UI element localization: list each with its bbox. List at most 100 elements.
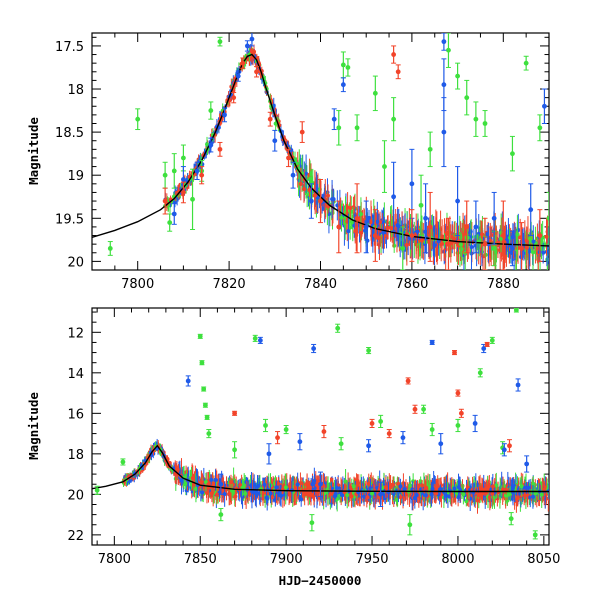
data-point <box>318 179 323 224</box>
data-point <box>249 33 255 47</box>
bottom-y-tick-label: 14 <box>67 367 84 382</box>
background-point <box>193 475 198 503</box>
data-point <box>321 424 327 439</box>
data-point <box>506 439 512 453</box>
data-point <box>162 161 168 189</box>
background-point <box>287 486 292 504</box>
data-point <box>532 530 538 540</box>
data-point <box>290 161 296 189</box>
data-point <box>336 200 342 254</box>
bottom-y-tick-label: 18 <box>67 448 84 463</box>
model-curve <box>92 444 549 493</box>
bottom-y-tick-label: 12 <box>67 326 84 341</box>
data-point <box>218 508 224 522</box>
background-point <box>353 223 358 239</box>
data-point <box>513 308 519 313</box>
data-point <box>340 51 346 79</box>
top-y-tick-labels: 17.5 18 18.5 19 19.5 20 <box>55 40 84 270</box>
background-point <box>501 476 506 502</box>
data-point <box>217 36 223 47</box>
data-point <box>354 114 360 142</box>
data-point <box>171 203 177 225</box>
background-point <box>215 485 220 504</box>
data-point <box>412 404 418 414</box>
data-point <box>283 424 289 435</box>
data-point <box>369 418 375 429</box>
data-point <box>473 200 479 254</box>
background-point <box>302 176 307 202</box>
data-point <box>162 187 168 215</box>
data-point <box>427 191 433 262</box>
data-point <box>445 217 451 270</box>
data-point <box>199 166 205 185</box>
background-point <box>480 485 485 502</box>
background-point <box>539 481 544 509</box>
data-point <box>455 418 461 433</box>
background-point <box>429 482 434 507</box>
data-point <box>391 97 397 142</box>
data-point <box>427 131 433 168</box>
data-point <box>523 55 529 71</box>
background-point <box>388 475 393 500</box>
background-point <box>469 229 474 265</box>
background-point <box>370 488 375 499</box>
data-point <box>381 140 387 193</box>
background-point <box>402 481 407 497</box>
data-series <box>171 33 547 267</box>
data-point <box>378 414 384 429</box>
background-point <box>268 483 273 504</box>
data-point <box>204 414 210 420</box>
data-point <box>194 161 200 181</box>
data-point <box>257 336 263 344</box>
data-point <box>418 174 424 237</box>
background-point <box>531 234 536 249</box>
data-point <box>244 40 250 52</box>
background-point <box>264 490 269 505</box>
background-point <box>346 213 351 249</box>
bottom-y-tick-label: 20 <box>67 488 84 503</box>
data-point <box>482 110 488 137</box>
background-point <box>366 473 371 494</box>
data-point <box>232 410 238 416</box>
data-point <box>391 45 397 64</box>
data-point <box>171 153 177 189</box>
top-y-tick-label: 19 <box>67 169 84 184</box>
background-point <box>461 484 466 505</box>
data-point <box>464 79 470 116</box>
data-series <box>232 341 512 453</box>
data-point <box>407 514 413 536</box>
bottom-plot-frame <box>91 307 550 546</box>
background-point <box>436 226 441 256</box>
data-point <box>421 404 427 414</box>
data-point <box>340 77 346 93</box>
background-point <box>198 478 203 489</box>
bottom-y-tick-label: 22 <box>67 529 84 544</box>
data-point <box>199 360 205 366</box>
data-point <box>438 433 444 455</box>
bottom-x-tick-labels: 7800 7850 7900 7950 8000 8050 <box>98 552 561 567</box>
data-point <box>537 114 543 142</box>
background-point <box>339 203 344 232</box>
data-point <box>254 66 260 78</box>
top-y-tick-label: 19.5 <box>55 212 84 227</box>
data-point <box>311 343 317 354</box>
bottom-plot-area <box>92 308 549 540</box>
data-point <box>235 70 241 82</box>
top-x-tick-labels: 7800 7820 7840 7860 7880 <box>121 277 520 292</box>
data-point <box>500 200 506 270</box>
background-point <box>415 220 420 244</box>
data-point <box>185 375 191 387</box>
data-point <box>489 336 495 344</box>
bottom-y-tick-labels: 12 14 16 18 20 22 <box>67 326 84 544</box>
data-point <box>509 135 515 172</box>
bottom-x-axis-title: HJD−2450000 <box>279 573 362 588</box>
data-point <box>366 347 372 355</box>
background-point <box>530 485 535 509</box>
data-point <box>391 161 397 232</box>
bottom-y-axis-title: Magnitude <box>26 392 41 460</box>
data-point <box>455 166 461 237</box>
data-point <box>472 414 478 433</box>
background-point <box>515 215 520 254</box>
background-point <box>523 487 528 503</box>
